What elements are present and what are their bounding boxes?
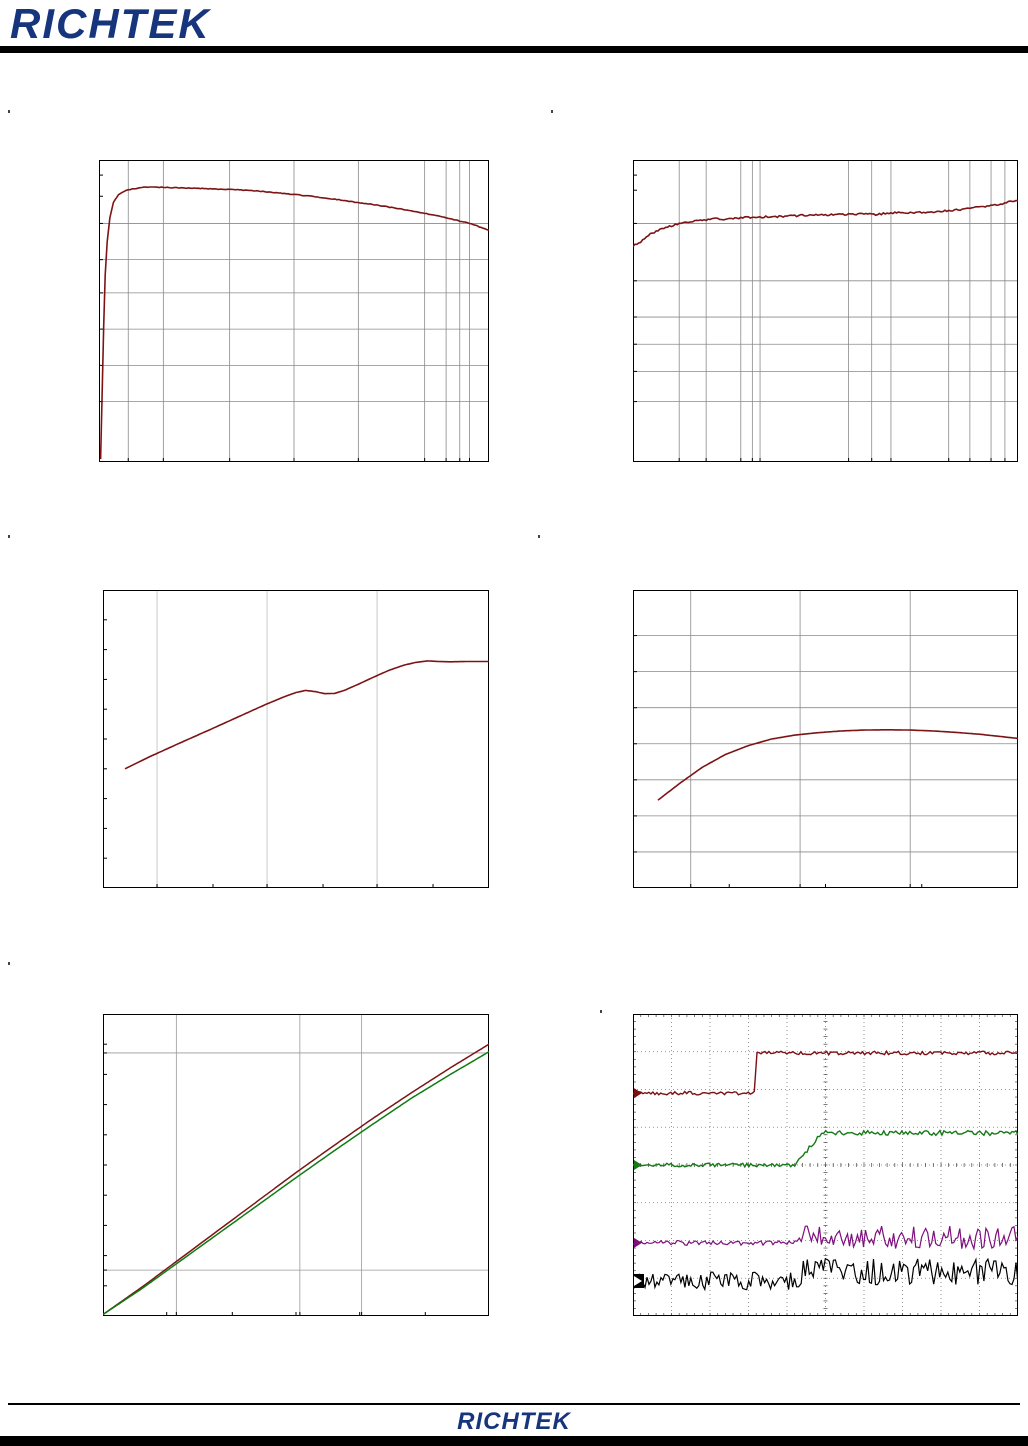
chart-bottom-right-scope [633, 1014, 1018, 1316]
series-ch4-black-noise-band [633, 1257, 1018, 1292]
series-line-green [103, 1051, 489, 1316]
chart-middle-right [633, 590, 1018, 888]
series-curve [99, 186, 489, 460]
channel-marker-arrow-icon [634, 1237, 642, 1248]
series-curve [657, 729, 1018, 801]
richtek-logo: RICHTEK [10, 0, 211, 47]
series-line-red [103, 1043, 489, 1316]
text-fragment [8, 962, 10, 965]
text-fragment [600, 1010, 602, 1013]
text-fragment [8, 110, 10, 113]
channel-marker-arrow-icon [634, 1088, 642, 1099]
text-fragment [551, 110, 553, 113]
series-ch2-green-step [633, 1129, 1018, 1169]
text-fragment [538, 535, 540, 538]
header-rule [0, 46, 1028, 53]
series-ch3-purple-noise-band [633, 1225, 1018, 1251]
footer-bar [0, 1436, 1028, 1446]
footer-richtek-logo: RICHTEK [457, 1408, 571, 1435]
footer-rule [8, 1403, 1020, 1405]
chart-middle-left [103, 590, 489, 888]
series-ch1-red-step [633, 1049, 1018, 1096]
channel-marker-arrow-icon [634, 1275, 642, 1286]
series-curve [124, 660, 489, 770]
chart-top-right [633, 160, 1018, 462]
channel-marker-arrow-icon [634, 1160, 642, 1170]
text-fragment [8, 535, 10, 538]
series-curve [633, 199, 1018, 248]
chart-top-left [99, 160, 489, 462]
chart-bottom-left [103, 1014, 489, 1316]
